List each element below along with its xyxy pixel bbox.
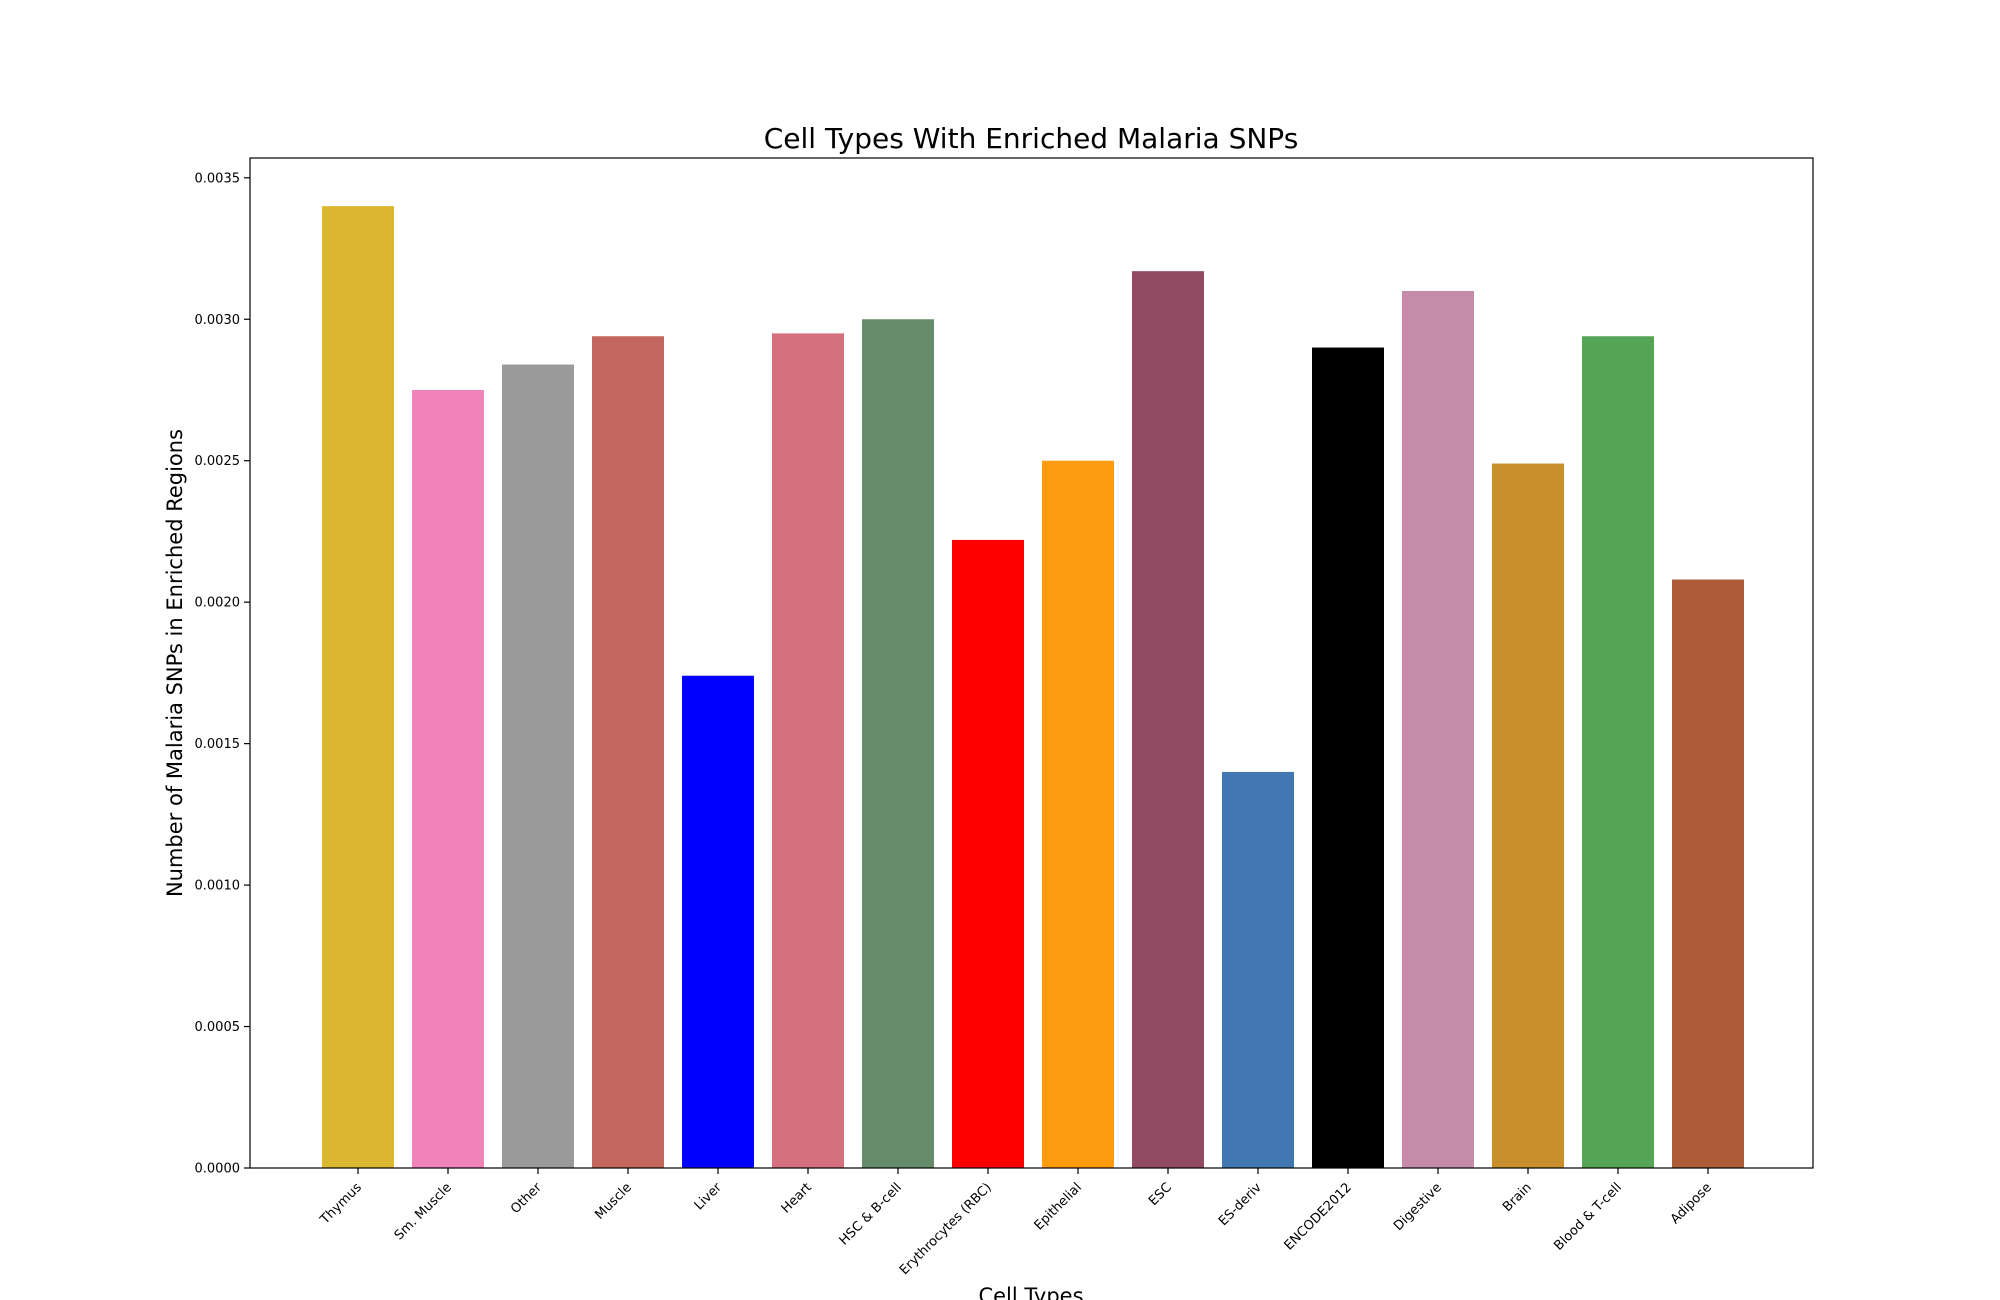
plot-frame bbox=[249, 157, 1814, 1169]
y-tick-label: 0.0030 bbox=[195, 313, 241, 328]
bar-hsc-b-cell bbox=[862, 319, 934, 1168]
bar-esc bbox=[1132, 271, 1204, 1168]
bars-layer bbox=[322, 206, 1744, 1169]
y-tick-label: 0.0005 bbox=[195, 1020, 241, 1035]
y-tick-label: 0.0015 bbox=[195, 737, 241, 752]
y-tick-label: 0.0010 bbox=[195, 879, 241, 894]
bar-epithelial bbox=[1042, 460, 1114, 1169]
y-tick-label: 0.0025 bbox=[195, 454, 241, 469]
bar-heart bbox=[772, 333, 844, 1168]
y-tick-label: 0.0000 bbox=[195, 1162, 241, 1177]
bar-brain bbox=[1492, 463, 1564, 1168]
bar-sm-muscle bbox=[412, 389, 484, 1168]
bar-digestive bbox=[1402, 290, 1474, 1169]
bar-muscle bbox=[592, 336, 664, 1168]
bar-other bbox=[502, 364, 574, 1168]
bar-liver bbox=[682, 675, 754, 1168]
bar-adipose bbox=[1672, 579, 1744, 1168]
y-tick-label: 0.0020 bbox=[195, 596, 241, 611]
bar-erythrocytes-rbc bbox=[952, 539, 1024, 1168]
bar-es-deriv bbox=[1222, 771, 1294, 1168]
y-axis-ticks: 0.0000 0.0005 0.0010 0.0015 0.0020 0.0025 0.00… bbox=[195, 171, 250, 1177]
bar-thymus bbox=[322, 206, 394, 1169]
chart-title: Cell Types With Enriched Malaria SNPs bbox=[764, 122, 1299, 155]
y-axis-label: Number of Malaria SNPs in Enriched Regio… bbox=[163, 429, 187, 897]
y-tick-label: 0.0035 bbox=[195, 171, 241, 186]
bar-encode2012 bbox=[1312, 347, 1384, 1168]
x-axis-label: Cell Types bbox=[978, 1284, 1083, 1300]
bar-blood-t-cell bbox=[1582, 336, 1654, 1168]
